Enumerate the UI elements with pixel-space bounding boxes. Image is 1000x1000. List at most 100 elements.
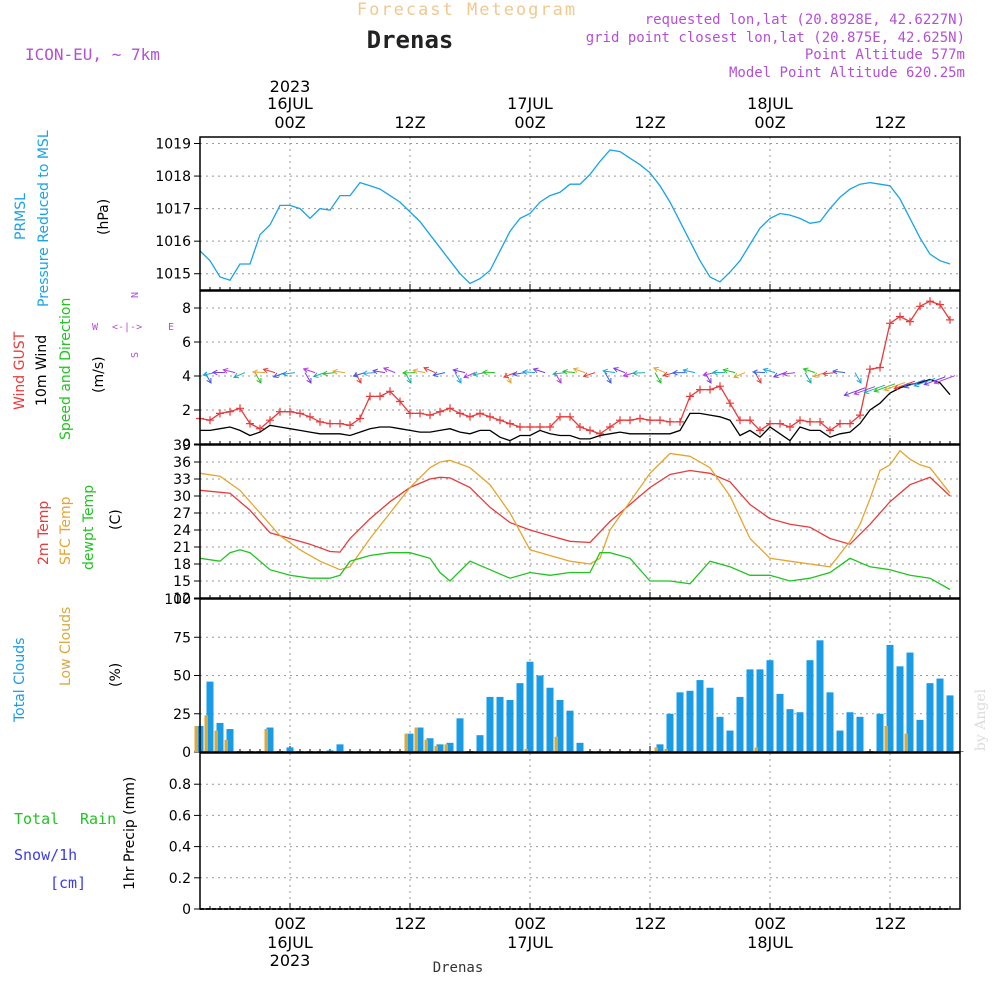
bottom-year-label: 2023: [270, 951, 311, 970]
gust-marker: [366, 392, 374, 401]
top-hour-label: 00Z: [514, 113, 545, 132]
wind-arrow-head: [602, 368, 608, 375]
wind-arrow-head: [706, 377, 712, 384]
series-2m-temp: [199, 469, 951, 553]
low-clouds-label: Low Clouds: [58, 607, 74, 686]
wind-arrow: [333, 370, 346, 374]
temp-unit: (C): [108, 509, 124, 530]
gust-marker: [626, 416, 634, 425]
wind-arrow: [463, 372, 476, 378]
pressure-label-prmsl: PRMSL: [13, 193, 29, 240]
panel-frame: [199, 752, 961, 910]
low-cloud-bar: [204, 715, 208, 752]
wind-arrow-head: [481, 369, 488, 376]
total-cloud-bar: [676, 692, 684, 752]
wind-arrow-head: [361, 370, 368, 376]
wind-arrow-head: [406, 377, 412, 384]
total-cloud-bar: [526, 661, 534, 752]
wind-arrow: [823, 372, 836, 375]
wind-arrow-head: [832, 368, 838, 375]
total-cloud-bar: [786, 709, 794, 752]
wind-arrow: [613, 367, 626, 374]
gust-marker: [636, 414, 644, 423]
wind-arrow-head: [913, 381, 920, 388]
clouds-panel: 0 25 50 75 100: [164, 592, 964, 761]
temp-sfc-label: SFC Temp: [58, 496, 74, 565]
total-cloud-bar: [326, 750, 334, 752]
low-cloud-bar: [754, 747, 758, 752]
wind-arrow-head: [206, 377, 212, 384]
y-tick-label: 25: [173, 707, 191, 723]
wind-arrow-head: [552, 370, 558, 377]
wind-arrow: [723, 369, 736, 374]
wind-arrow: [423, 367, 436, 374]
wind-arrow-head: [502, 372, 509, 379]
gust-marker: [516, 423, 524, 431]
wind-arrow: [573, 368, 586, 374]
gust-marker: [606, 423, 614, 431]
wind-arrow-head: [751, 369, 758, 376]
wind-arrow-head: [232, 373, 239, 379]
total-cloud-bar: [696, 680, 704, 752]
gust-marker: [326, 419, 334, 428]
temp-dewpt-label: dewpt Temp: [81, 485, 97, 570]
wind-arrow: [752, 371, 766, 374]
gust-marker: [866, 365, 874, 374]
wind-arrow: [924, 376, 946, 386]
total-cloud-bar: [686, 690, 694, 752]
wind-arrow-head: [452, 368, 459, 374]
model-point-altitude: Model Point Altitude 620.25m: [729, 65, 965, 81]
wind-speed-direction-label: Speed and Direction: [58, 298, 74, 440]
total-cloud-bar: [896, 666, 904, 752]
y-tick-label: 1019: [155, 137, 191, 153]
total-cloud-bar: [656, 744, 664, 752]
total-cloud-bar: [536, 675, 544, 752]
gust-marker: [406, 409, 414, 418]
top-hour-label: 12Z: [634, 113, 665, 132]
gust-marker: [266, 416, 274, 425]
pressure-panel: 1015 1016 1017 1018 1019: [155, 136, 961, 291]
wind-arrow: [683, 369, 696, 374]
total-cloud-bar: [406, 733, 414, 752]
wind-arrow: [553, 372, 566, 375]
low-cloud-bar: [264, 729, 268, 752]
series-wind-gust: [199, 300, 951, 435]
y-tick-label: 2: [182, 403, 191, 419]
wind-arrow: [783, 372, 796, 375]
precip-unit: 1hr Precip (mm): [122, 777, 138, 890]
bottom-hour-label: 00Z: [274, 914, 305, 933]
y-tick-label: 6: [182, 335, 191, 351]
total-cloud-bar: [476, 735, 484, 752]
wind-arrow-head: [923, 380, 930, 386]
wind-arrow: [473, 372, 486, 376]
gust-marker: [506, 419, 514, 428]
wind-arrow: [354, 372, 362, 384]
wind-arrow: [513, 372, 526, 375]
wind-arrow-head: [382, 367, 389, 373]
wind-arrow: [522, 371, 536, 374]
y-tick-label: 12: [173, 591, 191, 607]
total-cloud-bar: [506, 699, 514, 752]
y-tick-label: 0: [182, 745, 191, 761]
gust-marker: [726, 399, 734, 408]
gust-marker: [526, 423, 534, 431]
y-tick-label: 1018: [155, 169, 191, 185]
wind-arrow-head: [472, 371, 479, 377]
y-tick-label: 24: [173, 523, 191, 539]
gust-marker: [786, 423, 794, 431]
wind-arrow: [773, 372, 786, 378]
wind-arrow-head: [372, 368, 379, 375]
wind-unit: (m/s): [91, 356, 107, 393]
wind-arrow: [233, 372, 246, 378]
wind-arrow: [263, 368, 276, 374]
wind-arrow: [303, 368, 316, 374]
wind-arrow-head: [506, 377, 512, 384]
gust-marker: [666, 417, 674, 426]
wind-arrow: [453, 369, 466, 374]
wind-arrow-head: [762, 367, 769, 374]
gust-marker: [556, 412, 564, 421]
total-cloud-bar: [556, 699, 564, 752]
wind-arrow-head: [656, 377, 662, 384]
gust-marker: [736, 416, 744, 425]
